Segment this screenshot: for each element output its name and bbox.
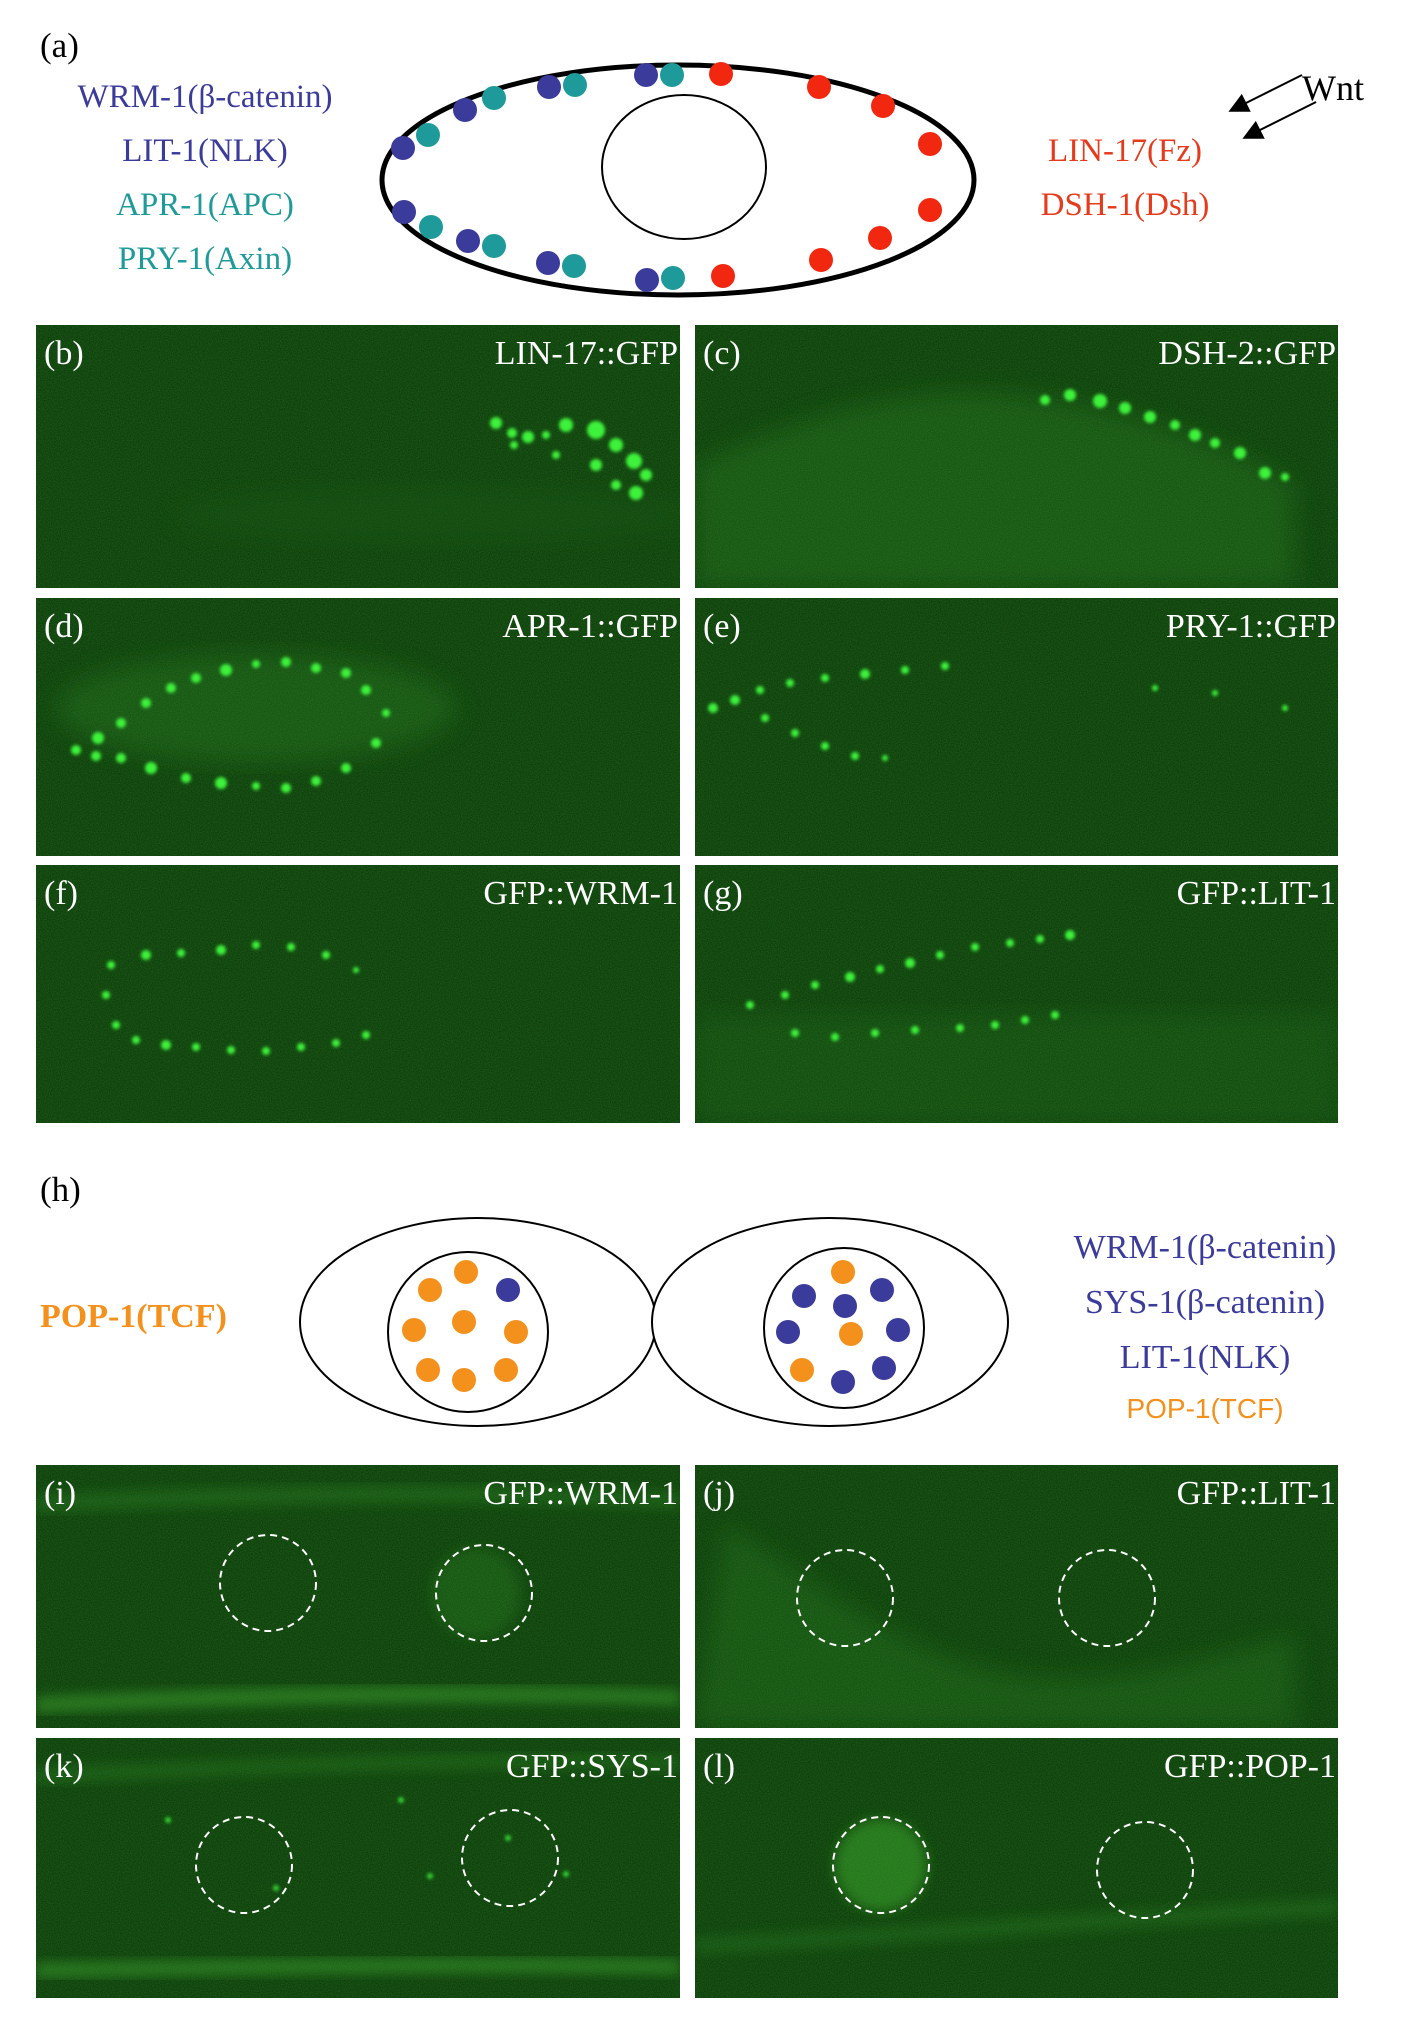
lin17-dsh1-dot xyxy=(871,94,895,118)
marker-name: PRY-1::GFP xyxy=(1165,608,1336,645)
lit1-label: LIT-1(NLK) xyxy=(122,133,288,169)
micrograph-l: (l) GFP::POP-1 xyxy=(695,1738,1338,1998)
micrograph-b: (b) LIN-17::GFP xyxy=(36,325,680,588)
nucleus-outline xyxy=(601,94,767,240)
panel-tag: (k) xyxy=(44,1748,84,1785)
dsh1-label: DSH-1(Dsh) xyxy=(1040,187,1210,223)
micrograph-i: (i) GFP::WRM-1 xyxy=(36,1465,680,1728)
nucleus-outline xyxy=(461,1809,559,1907)
marker-name: GFP::LIT-1 xyxy=(1176,875,1336,912)
nucleus-outline xyxy=(1058,1549,1156,1647)
nucleus-outline xyxy=(796,1549,894,1647)
lin17-label: LIN-17(Fz) xyxy=(1048,133,1202,169)
lin17-dsh1-dot xyxy=(918,198,942,222)
pry1-label: PRY-1(Axin) xyxy=(117,241,293,277)
micrograph-e: (e) PRY-1::GFP xyxy=(695,598,1338,856)
wnt-arrow-1 xyxy=(1228,74,1303,112)
wrm1-lit1-dot xyxy=(634,63,658,87)
lin17-dsh1-dot xyxy=(807,75,831,99)
micrograph-c: (c) DSH-2::GFP xyxy=(695,325,1338,588)
marker-name: APR-1::GFP xyxy=(502,608,678,645)
wrm1-lit1-dot xyxy=(392,200,416,224)
marker-name: LIN-17::GFP xyxy=(494,335,678,372)
lin17-dsh1-dot xyxy=(809,248,833,272)
nucleus-outline xyxy=(219,1534,317,1632)
micrograph-d: (d) APR-1::GFP xyxy=(36,598,680,856)
panel-tag: (c) xyxy=(703,335,741,372)
lin17-dsh1-dot xyxy=(709,62,733,86)
wrm1-lit1-dot xyxy=(537,75,561,99)
cell-diagram-h xyxy=(299,1217,1009,1427)
panel-tag: (e) xyxy=(703,608,741,645)
panel-tag: (g) xyxy=(703,875,743,912)
panel-tag: (i) xyxy=(44,1475,77,1512)
marker-name: GFP::SYS-1 xyxy=(506,1748,678,1785)
micrograph-j: (j) GFP::LIT-1 xyxy=(695,1465,1338,1728)
wrm1-lit1-dot xyxy=(635,268,659,292)
sys1-label-h: SYS-1(β-catenin) xyxy=(1084,1284,1326,1321)
panel-tag: (l) xyxy=(703,1748,736,1785)
wrm1-lit1-dot xyxy=(453,98,477,122)
pop1-label-h: POP-1(TCF) xyxy=(1126,1393,1284,1424)
apr1-pry1-dot xyxy=(482,86,506,110)
apr1-pry1-dot xyxy=(562,254,586,278)
lin17-dsh1-dot xyxy=(918,132,942,156)
lit1-label-h: LIT-1(NLK) xyxy=(1119,1339,1291,1376)
apr1-pry1-dot xyxy=(482,234,506,258)
panel-tag: (b) xyxy=(44,335,84,372)
lin17-dsh1-dot xyxy=(868,226,892,250)
wnt-arrows xyxy=(1228,74,1317,139)
panel-tag: (d) xyxy=(44,608,84,645)
lin17-dsh1-dot xyxy=(711,264,735,288)
wrm1-lit1-dot xyxy=(456,229,480,253)
nucleus-outline xyxy=(832,1816,930,1914)
wrm1-label-h: WRM-1(β-catenin) xyxy=(1073,1229,1337,1266)
apr1-pry1-dot xyxy=(416,123,440,147)
micrograph-k: (k) GFP::SYS-1 xyxy=(36,1738,680,1998)
wrm1-label: WRM-1(β-catenin) xyxy=(77,79,333,115)
micrograph-f: (f) GFP::WRM-1 xyxy=(36,865,680,1123)
marker-name: GFP::WRM-1 xyxy=(483,1475,678,1512)
apr1-pry1-dot xyxy=(419,215,443,239)
cell-diagram-a xyxy=(379,62,977,298)
wnt-arrow-2 xyxy=(1242,101,1317,139)
nucleus-outline xyxy=(435,1544,533,1642)
panel-a-tag: (a) xyxy=(40,26,79,65)
apr1-label: APR-1(APC) xyxy=(116,187,294,223)
micrograph-g: (g) GFP::LIT-1 xyxy=(695,865,1338,1123)
nucleus-outline xyxy=(1096,1821,1194,1919)
apr1-pry1-dot xyxy=(661,266,685,290)
apr1-pry1-dot xyxy=(563,73,587,97)
marker-name: GFP::LIT-1 xyxy=(1176,1475,1336,1512)
marker-name: GFP::POP-1 xyxy=(1164,1748,1336,1785)
apr1-pry1-dot xyxy=(660,63,684,87)
wrm1-lit1-dot xyxy=(391,136,415,160)
wrm1-lit1-dot xyxy=(536,251,560,275)
panel-tag: (j) xyxy=(703,1475,736,1512)
wnt-label: Wnt xyxy=(1302,68,1364,108)
pop1-left-label: POP-1(TCF) xyxy=(40,1298,227,1335)
marker-name: DSH-2::GFP xyxy=(1158,335,1336,372)
panel-tag: (f) xyxy=(44,875,78,912)
marker-name: GFP::WRM-1 xyxy=(483,875,678,912)
panel-h-tag: (h) xyxy=(40,1170,81,1209)
nucleus-outline xyxy=(195,1816,293,1914)
